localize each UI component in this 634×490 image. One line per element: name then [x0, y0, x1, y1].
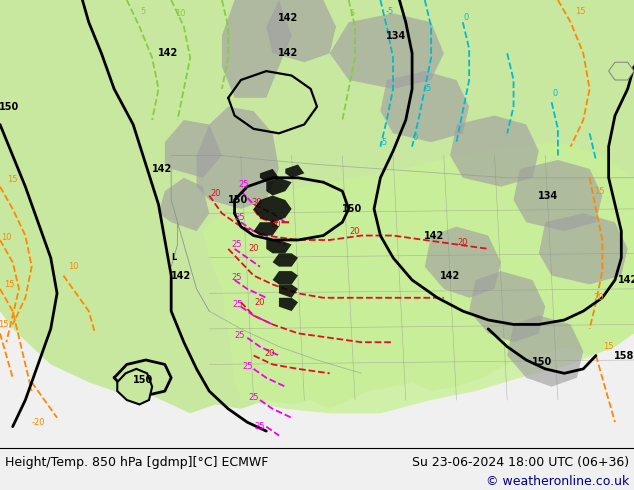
Text: © weatheronline.co.uk: © weatheronline.co.uk: [486, 475, 629, 488]
Polygon shape: [469, 271, 545, 342]
Text: 15: 15: [604, 342, 614, 351]
Text: 5: 5: [140, 6, 145, 16]
Text: 134: 134: [386, 30, 406, 41]
Text: -5: -5: [385, 6, 394, 16]
Text: 30: 30: [271, 220, 281, 229]
Text: 25: 25: [232, 240, 242, 249]
Polygon shape: [165, 120, 222, 178]
Text: 20: 20: [594, 294, 604, 302]
Polygon shape: [197, 107, 279, 209]
Text: 15: 15: [8, 175, 18, 185]
Polygon shape: [260, 169, 279, 182]
Text: 150: 150: [133, 375, 153, 385]
Text: 25: 25: [239, 180, 249, 189]
Polygon shape: [266, 0, 336, 62]
Text: Height/Temp. 850 hPa [gdmp][°C] ECMWF: Height/Temp. 850 hPa [gdmp][°C] ECMWF: [5, 456, 268, 468]
Polygon shape: [609, 62, 634, 80]
Text: 134: 134: [538, 191, 559, 200]
Text: 25: 25: [232, 273, 242, 282]
Text: 20: 20: [210, 189, 221, 198]
Polygon shape: [266, 178, 292, 196]
Polygon shape: [203, 142, 634, 414]
Text: 150: 150: [532, 357, 552, 367]
Text: 150: 150: [228, 195, 248, 205]
Polygon shape: [285, 165, 304, 178]
Text: 142: 142: [278, 49, 299, 58]
Text: 142: 142: [171, 270, 191, 281]
Text: 20: 20: [249, 245, 259, 253]
Text: 142: 142: [158, 49, 178, 58]
Text: 25: 25: [235, 331, 245, 340]
Text: 142: 142: [152, 164, 172, 174]
Text: 142: 142: [278, 13, 299, 23]
Polygon shape: [507, 316, 583, 387]
Text: 5: 5: [349, 9, 354, 18]
Text: 20: 20: [350, 226, 360, 236]
Text: 20: 20: [255, 298, 265, 307]
Polygon shape: [380, 71, 469, 142]
Text: -5: -5: [424, 84, 432, 94]
Text: 10: 10: [68, 262, 78, 271]
Text: 25: 25: [233, 300, 243, 309]
Polygon shape: [273, 253, 298, 267]
Text: 150: 150: [0, 101, 20, 112]
Polygon shape: [279, 298, 298, 311]
Text: 15: 15: [594, 187, 604, 196]
Text: 10: 10: [1, 233, 11, 242]
Text: 15: 15: [4, 280, 15, 289]
Polygon shape: [539, 213, 628, 284]
Text: -20: -20: [31, 417, 45, 427]
Polygon shape: [158, 178, 209, 231]
Text: 142: 142: [440, 270, 460, 281]
Polygon shape: [279, 284, 298, 298]
Polygon shape: [117, 369, 152, 404]
Text: 158: 158: [614, 350, 634, 361]
Polygon shape: [425, 227, 501, 298]
Polygon shape: [450, 116, 539, 187]
Polygon shape: [330, 13, 444, 89]
Polygon shape: [222, 0, 292, 98]
Text: 150: 150: [342, 204, 362, 214]
Polygon shape: [254, 196, 292, 222]
Text: 20: 20: [458, 238, 468, 246]
Text: 25: 25: [255, 422, 265, 431]
Text: 142: 142: [424, 231, 444, 241]
Text: 0: 0: [463, 13, 469, 22]
Polygon shape: [254, 222, 279, 236]
Text: 142: 142: [618, 275, 634, 285]
Text: 25: 25: [249, 393, 259, 402]
Polygon shape: [266, 240, 292, 253]
Text: 0: 0: [413, 133, 418, 142]
Text: 25: 25: [242, 362, 252, 371]
Text: L: L: [172, 253, 177, 262]
Text: 25: 25: [235, 213, 245, 222]
Text: 30: 30: [252, 198, 262, 207]
Text: 20: 20: [264, 349, 275, 358]
Text: 0: 0: [552, 89, 557, 98]
Polygon shape: [273, 271, 298, 284]
Polygon shape: [0, 0, 634, 414]
Text: 15: 15: [575, 6, 585, 16]
Polygon shape: [514, 160, 602, 231]
Text: -5: -5: [379, 138, 388, 147]
Text: 10: 10: [176, 9, 186, 18]
Text: Su 23-06-2024 18:00 UTC (06+36): Su 23-06-2024 18:00 UTC (06+36): [412, 456, 629, 468]
Text: 15: 15: [0, 320, 8, 329]
